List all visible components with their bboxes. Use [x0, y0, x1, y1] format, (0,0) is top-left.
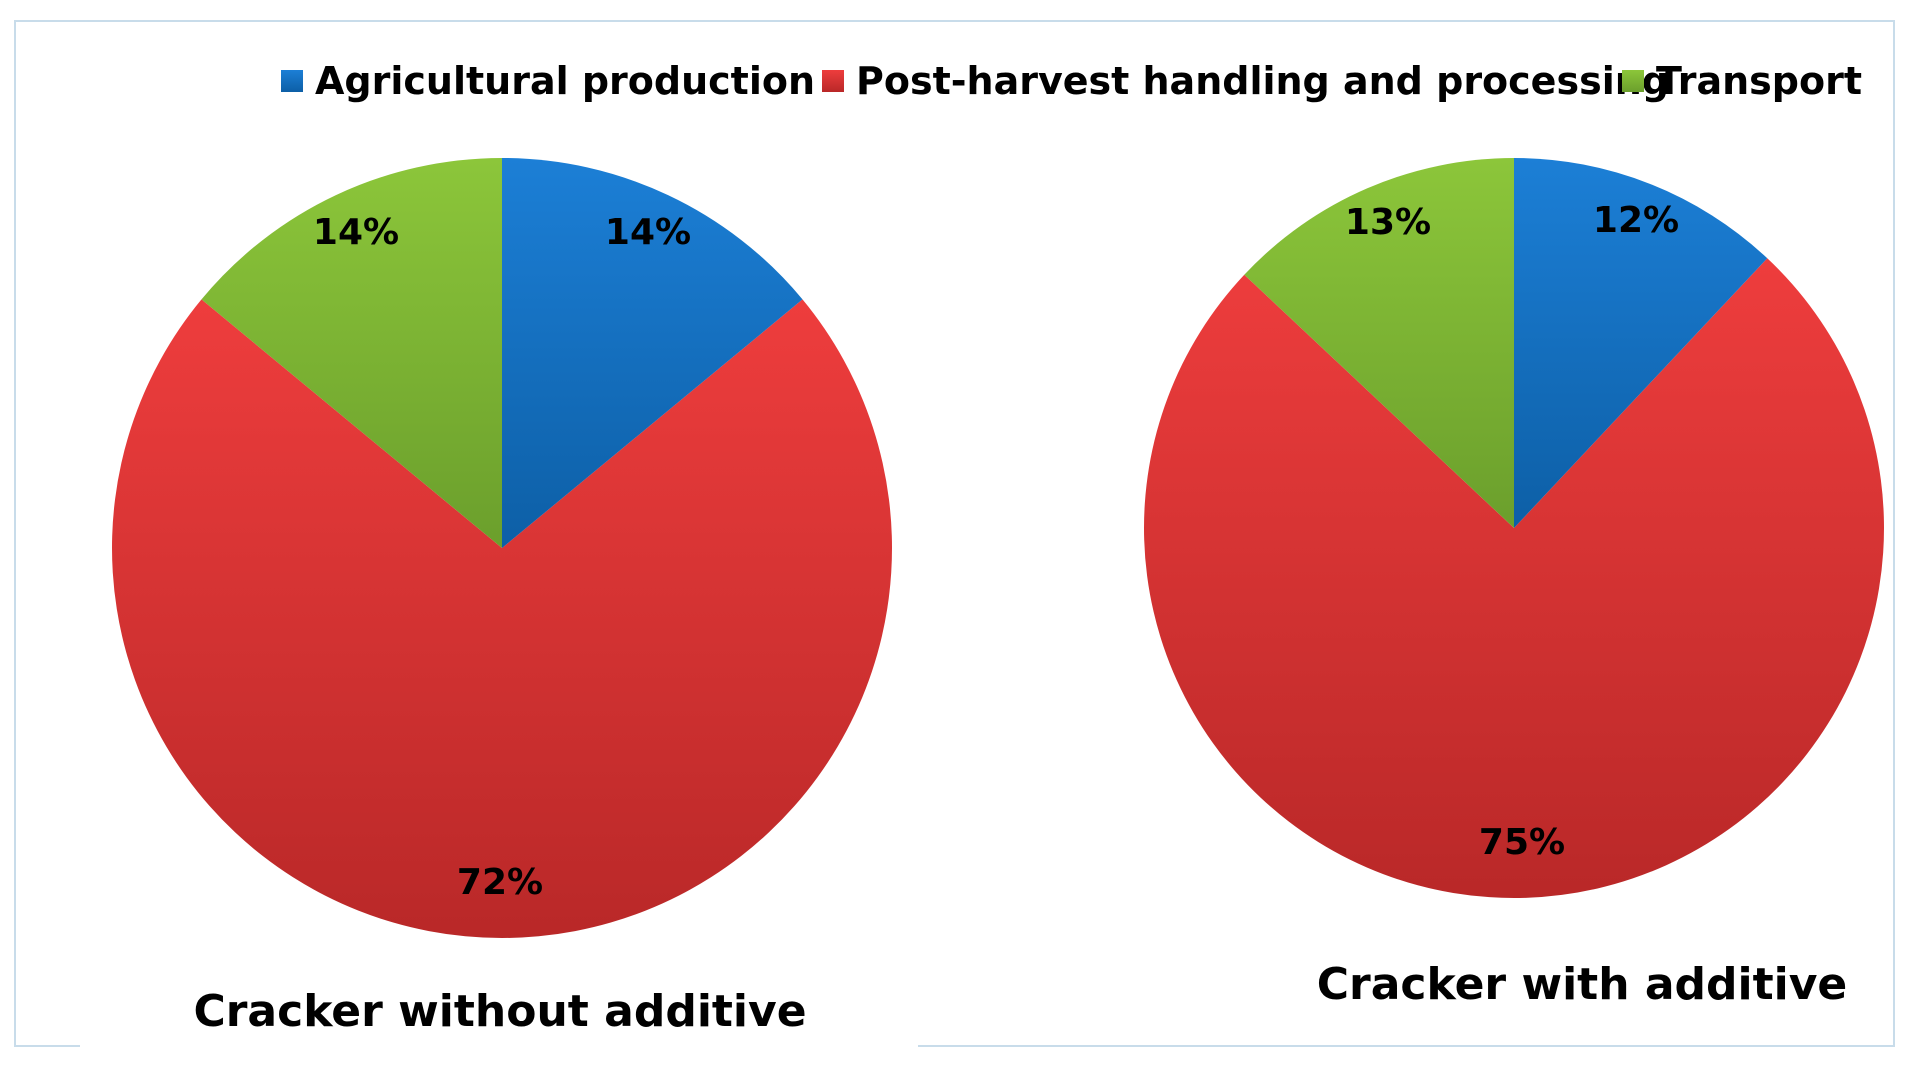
pie-slice-agricultural — [502, 158, 803, 548]
data-label-transport: 14% — [313, 212, 399, 253]
legend-label-transport: Transport — [1656, 59, 1862, 103]
frame-border-left — [14, 20, 16, 1047]
frame-border-bottom — [918, 1045, 1895, 1047]
frame-border-top — [14, 20, 1895, 22]
data-label-agricultural: 14% — [605, 212, 691, 253]
pie-slice-agricultural — [1514, 158, 1768, 528]
chart-title-without-additive: Cracker without additive — [193, 986, 806, 1037]
legend-label-agricultural: Agricultural production — [315, 59, 815, 103]
pie-slice-transport — [201, 158, 503, 548]
legend: Agricultural production Post-harvest han… — [281, 59, 1862, 103]
legend-swatch-post-harvest — [822, 70, 844, 92]
pie-chart-without-additive: 14% 72% 14% — [111, 158, 892, 938]
pie-slice-post-harvest — [1144, 258, 1885, 898]
data-label-post-harvest: 75% — [1479, 822, 1565, 863]
legend-swatch-agricultural — [281, 70, 303, 92]
data-label-agricultural: 12% — [1593, 200, 1679, 241]
frame-border-right — [1893, 20, 1895, 1047]
pie-slice-transport — [1244, 158, 1514, 528]
legend-label-post-harvest: Post-harvest handling and processing — [856, 59, 1669, 103]
pie-slice-post-harvest — [111, 299, 892, 938]
frame-border-bottom — [14, 1045, 80, 1047]
data-label-post-harvest: 72% — [457, 862, 543, 903]
chart-title-with-additive: Cracker with additive — [1317, 959, 1848, 1010]
pie-chart-with-additive: 12% 75% 13% — [1144, 158, 1885, 898]
data-label-transport: 13% — [1345, 202, 1431, 243]
legend-swatch-transport — [1622, 70, 1644, 92]
